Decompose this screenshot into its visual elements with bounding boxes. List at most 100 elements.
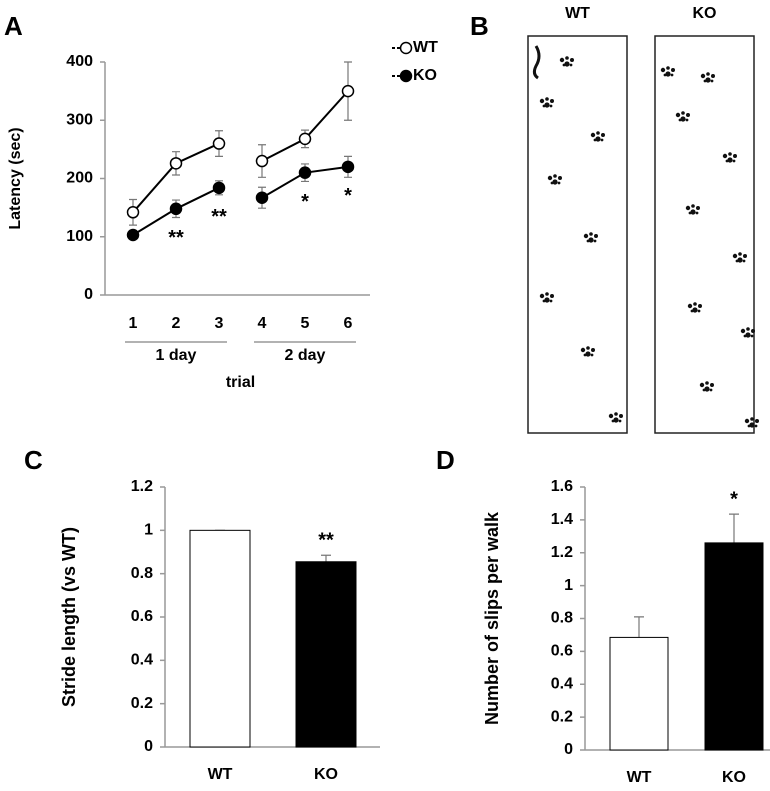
footprint xyxy=(705,381,709,385)
footprint xyxy=(690,209,696,215)
bar xyxy=(609,636,669,751)
legend-label: WT xyxy=(413,39,438,56)
footprint xyxy=(692,307,698,313)
footprint xyxy=(696,206,700,210)
y-tick-label: 1.4 xyxy=(551,511,573,528)
footprint xyxy=(749,422,755,428)
panel-label: B xyxy=(470,11,489,41)
y-tick-label: 0.2 xyxy=(131,695,153,712)
y-tick-label: 0.4 xyxy=(131,652,153,669)
footprint xyxy=(680,116,686,122)
point xyxy=(255,154,269,168)
footprint xyxy=(594,234,598,238)
y-tick-label: 0.6 xyxy=(131,608,153,625)
footprint xyxy=(613,417,619,423)
footprint xyxy=(750,334,754,338)
panel-label: D xyxy=(436,445,455,475)
footprint xyxy=(703,79,707,83)
footprint xyxy=(702,388,706,392)
y-tick-label: 0 xyxy=(564,741,573,758)
point xyxy=(126,206,140,219)
significance: * xyxy=(301,191,309,213)
x-tick-label: KO xyxy=(722,769,746,786)
footprint xyxy=(570,58,574,62)
footprint xyxy=(593,239,597,243)
footprint xyxy=(665,71,671,77)
footprint xyxy=(559,57,565,63)
tail xyxy=(532,45,541,80)
footprint xyxy=(545,292,549,296)
significance: * xyxy=(730,488,738,510)
y-tick-label: 0 xyxy=(144,738,153,755)
y-tick-label: 300 xyxy=(66,111,93,128)
footprint xyxy=(732,253,738,259)
y-tick-label: 400 xyxy=(66,53,93,70)
footprint xyxy=(557,181,561,185)
footprint xyxy=(583,353,587,357)
footprint xyxy=(727,157,733,163)
y-tick-label: 0 xyxy=(84,286,93,303)
x-tick-label: 2 xyxy=(172,315,181,332)
error-bar xyxy=(634,616,644,638)
y-tick-label: 0.4 xyxy=(551,675,573,692)
footprint xyxy=(745,332,751,338)
footprint xyxy=(564,61,570,67)
point xyxy=(341,160,355,174)
footprint xyxy=(580,347,586,353)
footprint xyxy=(586,346,590,350)
footprint xyxy=(751,329,755,333)
footprint xyxy=(743,254,747,258)
y-tick-label: 1 xyxy=(144,522,153,539)
footprint xyxy=(690,309,694,313)
y-tick-label: 200 xyxy=(66,170,93,187)
footprint xyxy=(611,419,615,423)
legend-label: KO xyxy=(413,67,437,84)
footprint xyxy=(550,181,554,185)
footprint xyxy=(600,138,604,142)
legend-marker xyxy=(399,41,413,55)
footprint xyxy=(614,412,618,416)
point xyxy=(255,191,269,204)
significance: ** xyxy=(168,227,184,249)
footprint xyxy=(583,233,589,239)
footprint xyxy=(728,152,732,156)
footprint xyxy=(588,237,594,243)
y-tick-label: 1.6 xyxy=(551,478,573,495)
point xyxy=(212,137,226,150)
footprint xyxy=(691,204,695,208)
footprint xyxy=(699,382,705,388)
point xyxy=(169,157,183,170)
footprint xyxy=(549,299,553,303)
significance: ** xyxy=(211,206,227,228)
footprint xyxy=(735,259,739,263)
footprint xyxy=(686,113,690,117)
x-tick-label: WT xyxy=(208,766,233,783)
y-tick-label: 100 xyxy=(66,228,93,245)
footprint xyxy=(539,293,545,299)
footprint xyxy=(552,179,558,185)
footprint xyxy=(722,153,728,159)
y-tick-label: 0.6 xyxy=(551,643,573,660)
x-tick-label: KO xyxy=(314,766,338,783)
y-axis-label: Number of slips per walk xyxy=(482,511,502,725)
footprint xyxy=(750,417,754,421)
footprint xyxy=(608,413,614,419)
footprint xyxy=(704,386,710,392)
footprint xyxy=(596,131,600,135)
footprint xyxy=(591,348,595,352)
y-tick-label: 0.8 xyxy=(551,610,573,627)
footprint xyxy=(660,67,666,73)
x-axis-label: trial xyxy=(226,374,255,391)
footprint xyxy=(595,136,601,142)
footprint xyxy=(547,175,553,181)
bar xyxy=(704,542,764,751)
footprint xyxy=(688,211,692,215)
footprint xyxy=(542,104,546,108)
footprint xyxy=(550,99,554,103)
footprint xyxy=(693,302,697,306)
footprint xyxy=(590,132,596,138)
y-axis-label: Latency (sec) xyxy=(7,127,24,229)
footprint xyxy=(565,56,569,60)
footprint xyxy=(585,351,591,357)
